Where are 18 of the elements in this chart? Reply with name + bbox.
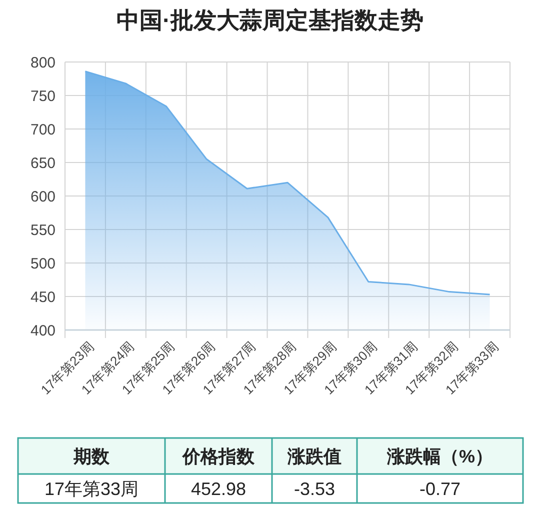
text: -0.77 [419,478,461,499]
y-tick-label: 450 [30,288,56,306]
text: 涨跌幅（%） [386,446,494,466]
y-tick-label: 800 [30,54,56,72]
text: 价格指数 [182,446,256,466]
text: -3.53 [294,478,336,499]
y-tick-label: 550 [30,222,56,239]
text: 452.98 [190,478,246,499]
y-tick-label: 600 [30,188,56,206]
chart-title: 中国·批发大蒜周定基指数走势 [116,7,424,33]
text: 涨跌值 [286,446,342,466]
y-tick-label: 700 [30,121,56,138]
y-tick-label: 650 [30,154,56,172]
y-tick-label: 750 [30,88,56,105]
y-tick-label: 500 [30,255,56,272]
text: 17年第33周 [44,478,139,499]
y-tick-label: 400 [30,322,56,340]
text: 期数 [72,446,110,466]
